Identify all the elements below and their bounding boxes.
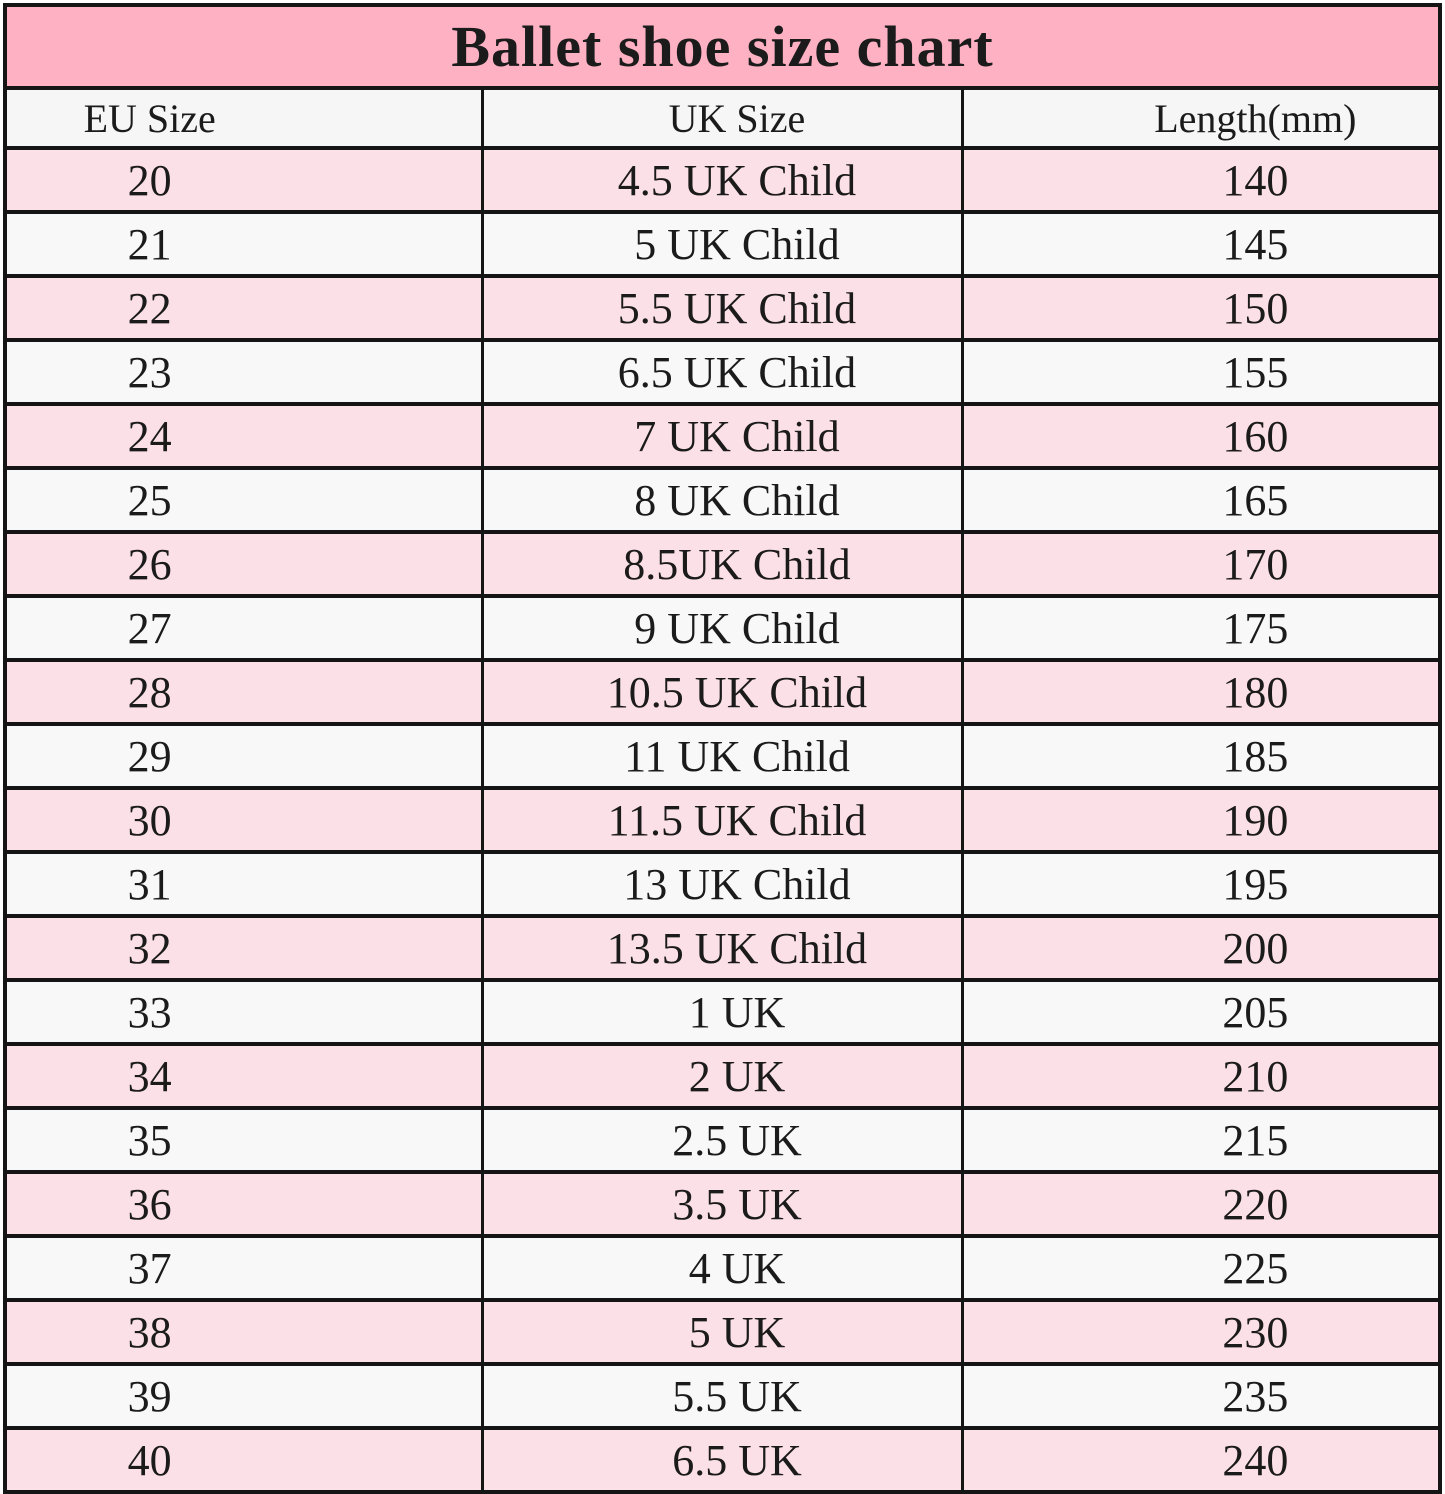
table-row: 35 2.5 UK 215 <box>3 1106 1442 1174</box>
table-row: 34 2 UK 210 <box>3 1042 1442 1110</box>
table-row: 22 5.5 UK Child 150 <box>3 274 1442 342</box>
length-cell: 235 <box>960 1362 1442 1430</box>
uk-size-cell: 10.5 UK Child <box>481 658 964 726</box>
length-cell: 205 <box>960 978 1442 1046</box>
uk-size-cell: 5 UK Child <box>481 210 964 278</box>
uk-size-cell: 1 UK <box>481 978 964 1046</box>
table-row: 24 7 UK Child 160 <box>3 402 1442 470</box>
eu-size-cell: 33 <box>3 978 485 1046</box>
column-header-eu-size: EU Size <box>3 86 485 150</box>
uk-size-cell: 11 UK Child <box>481 722 964 790</box>
uk-size-cell: 13 UK Child <box>481 850 964 918</box>
length-cell: 225 <box>960 1234 1442 1302</box>
length-cell: 240 <box>960 1426 1442 1494</box>
eu-size-cell: 22 <box>3 274 485 342</box>
uk-size-cell: 6.5 UK Child <box>481 338 964 406</box>
length-cell: 210 <box>960 1042 1442 1110</box>
length-cell: 165 <box>960 466 1442 534</box>
length-cell: 160 <box>960 402 1442 470</box>
table-body: 20 4.5 UK Child 140 21 5 UK Child 145 22 5.5 UK… <box>3 146 1442 1494</box>
chart-title-row: Ballet shoe size chart <box>3 3 1442 90</box>
eu-size-cell: 40 <box>3 1426 485 1494</box>
eu-size-cell: 34 <box>3 1042 485 1110</box>
table-row: 37 4 UK 225 <box>3 1234 1442 1302</box>
table-row: 26 8.5UK Child 170 <box>3 530 1442 598</box>
length-cell: 200 <box>960 914 1442 982</box>
eu-size-cell: 24 <box>3 402 485 470</box>
length-cell: 190 <box>960 786 1442 854</box>
uk-size-cell: 11.5 UK Child <box>481 786 964 854</box>
uk-size-cell: 2 UK <box>481 1042 964 1110</box>
length-cell: 185 <box>960 722 1442 790</box>
eu-size-cell: 25 <box>3 466 485 534</box>
eu-size-cell: 28 <box>3 658 485 726</box>
length-cell: 230 <box>960 1298 1442 1366</box>
length-cell: 180 <box>960 658 1442 726</box>
uk-size-cell: 4.5 UK Child <box>481 146 964 214</box>
column-header-length-mm: Length(mm) <box>960 86 1442 150</box>
table-row: 29 11 UK Child 185 <box>3 722 1442 790</box>
uk-size-cell: 4 UK <box>481 1234 964 1302</box>
uk-size-cell: 2.5 UK <box>481 1106 964 1174</box>
uk-size-cell: 13.5 UK Child <box>481 914 964 982</box>
length-cell: 170 <box>960 530 1442 598</box>
table-row: 36 3.5 UK 220 <box>3 1170 1442 1238</box>
length-cell: 215 <box>960 1106 1442 1174</box>
eu-size-cell: 23 <box>3 338 485 406</box>
eu-size-cell: 20 <box>3 146 485 214</box>
uk-size-cell: 5 UK <box>481 1298 964 1366</box>
table-row: 39 5.5 UK 235 <box>3 1362 1442 1430</box>
uk-size-cell: 3.5 UK <box>481 1170 964 1238</box>
uk-size-cell: 8 UK Child <box>481 466 964 534</box>
eu-size-cell: 30 <box>3 786 485 854</box>
table-row: 20 4.5 UK Child 140 <box>3 146 1442 214</box>
length-cell: 155 <box>960 338 1442 406</box>
table-row: 31 13 UK Child 195 <box>3 850 1442 918</box>
length-cell: 220 <box>960 1170 1442 1238</box>
table-head: Ballet shoe size chart EU Size UK Size L… <box>3 3 1442 150</box>
eu-size-cell: 29 <box>3 722 485 790</box>
eu-size-cell: 36 <box>3 1170 485 1238</box>
table-row: 21 5 UK Child 145 <box>3 210 1442 278</box>
eu-size-cell: 26 <box>3 530 485 598</box>
uk-size-cell: 9 UK Child <box>481 594 964 662</box>
uk-size-cell: 5.5 UK Child <box>481 274 964 342</box>
length-cell: 175 <box>960 594 1442 662</box>
table-row: 27 9 UK Child 175 <box>3 594 1442 662</box>
uk-size-cell: 8.5UK Child <box>481 530 964 598</box>
eu-size-cell: 32 <box>3 914 485 982</box>
page-title: Ballet shoe size chart <box>3 3 1442 90</box>
length-cell: 195 <box>960 850 1442 918</box>
table-row: 40 6.5 UK 240 <box>3 1426 1442 1494</box>
column-header-row: EU Size UK Size Length(mm) <box>3 86 1442 150</box>
eu-size-cell: 37 <box>3 1234 485 1302</box>
length-cell: 140 <box>960 146 1442 214</box>
table-row: 33 1 UK 205 <box>3 978 1442 1046</box>
eu-size-cell: 38 <box>3 1298 485 1366</box>
length-cell: 145 <box>960 210 1442 278</box>
table-row: 38 5 UK 230 <box>3 1298 1442 1366</box>
ballet-shoe-size-chart: Ballet shoe size chart EU Size UK Size L… <box>3 3 1442 1494</box>
uk-size-cell: 5.5 UK <box>481 1362 964 1430</box>
uk-size-cell: 6.5 UK <box>481 1426 964 1494</box>
eu-size-cell: 27 <box>3 594 485 662</box>
uk-size-cell: 7 UK Child <box>481 402 964 470</box>
column-header-uk-size: UK Size <box>481 86 964 150</box>
table-row: 23 6.5 UK Child 155 <box>3 338 1442 406</box>
table-row: 25 8 UK Child 165 <box>3 466 1442 534</box>
eu-size-cell: 21 <box>3 210 485 278</box>
table-row: 30 11.5 UK Child 190 <box>3 786 1442 854</box>
eu-size-cell: 31 <box>3 850 485 918</box>
table-row: 28 10.5 UK Child 180 <box>3 658 1442 726</box>
eu-size-cell: 39 <box>3 1362 485 1430</box>
table-row: 32 13.5 UK Child 200 <box>3 914 1442 982</box>
length-cell: 150 <box>960 274 1442 342</box>
eu-size-cell: 35 <box>3 1106 485 1174</box>
